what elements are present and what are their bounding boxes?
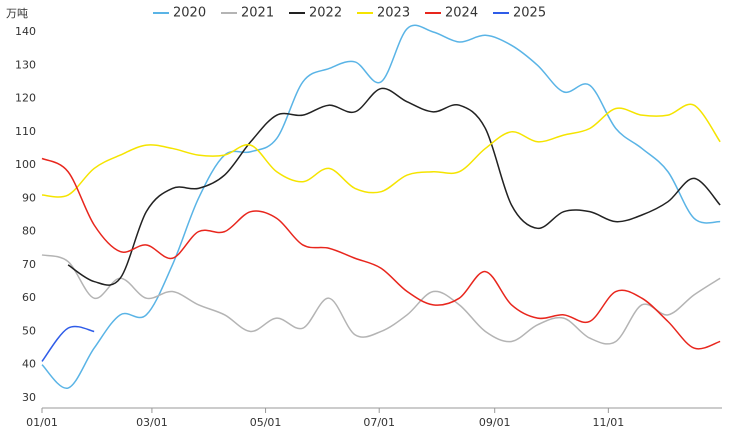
legend-label: 2025 <box>513 6 546 21</box>
y-tick-label: 140 <box>15 25 36 38</box>
y-tick-label: 50 <box>22 324 36 337</box>
series-line <box>41 254 721 345</box>
y-tick-label: 70 <box>22 258 36 271</box>
series-line <box>41 157 721 350</box>
y-tick-label: 40 <box>22 358 36 371</box>
legend-label: 2024 <box>445 6 478 21</box>
x-tick-label: 05/01 <box>250 416 282 429</box>
y-tick-label: 30 <box>22 391 36 404</box>
x-tick-label: 11/01 <box>593 416 625 429</box>
series-line <box>41 103 721 198</box>
y-tick-label: 130 <box>15 58 36 71</box>
y-tick-label: 100 <box>15 158 36 171</box>
legend-label: 2020 <box>173 6 206 21</box>
x-tick-label: 01/01 <box>26 416 58 429</box>
y-axis-label: 万吨 <box>6 7 28 20</box>
series-line <box>41 325 95 362</box>
series-line <box>67 87 721 286</box>
y-tick-label: 90 <box>22 191 36 204</box>
series-line <box>41 24 721 389</box>
y-tick-label: 120 <box>15 92 36 105</box>
x-tick-label: 07/01 <box>363 416 395 429</box>
legend-label: 2023 <box>377 6 410 21</box>
legend-label: 2021 <box>241 6 274 21</box>
y-tick-label: 80 <box>22 225 36 238</box>
x-tick-label: 03/01 <box>136 416 168 429</box>
x-tick-label: 09/01 <box>479 416 511 429</box>
legend-label: 2022 <box>309 6 342 21</box>
y-tick-label: 60 <box>22 291 36 304</box>
y-tick-label: 110 <box>15 125 36 138</box>
